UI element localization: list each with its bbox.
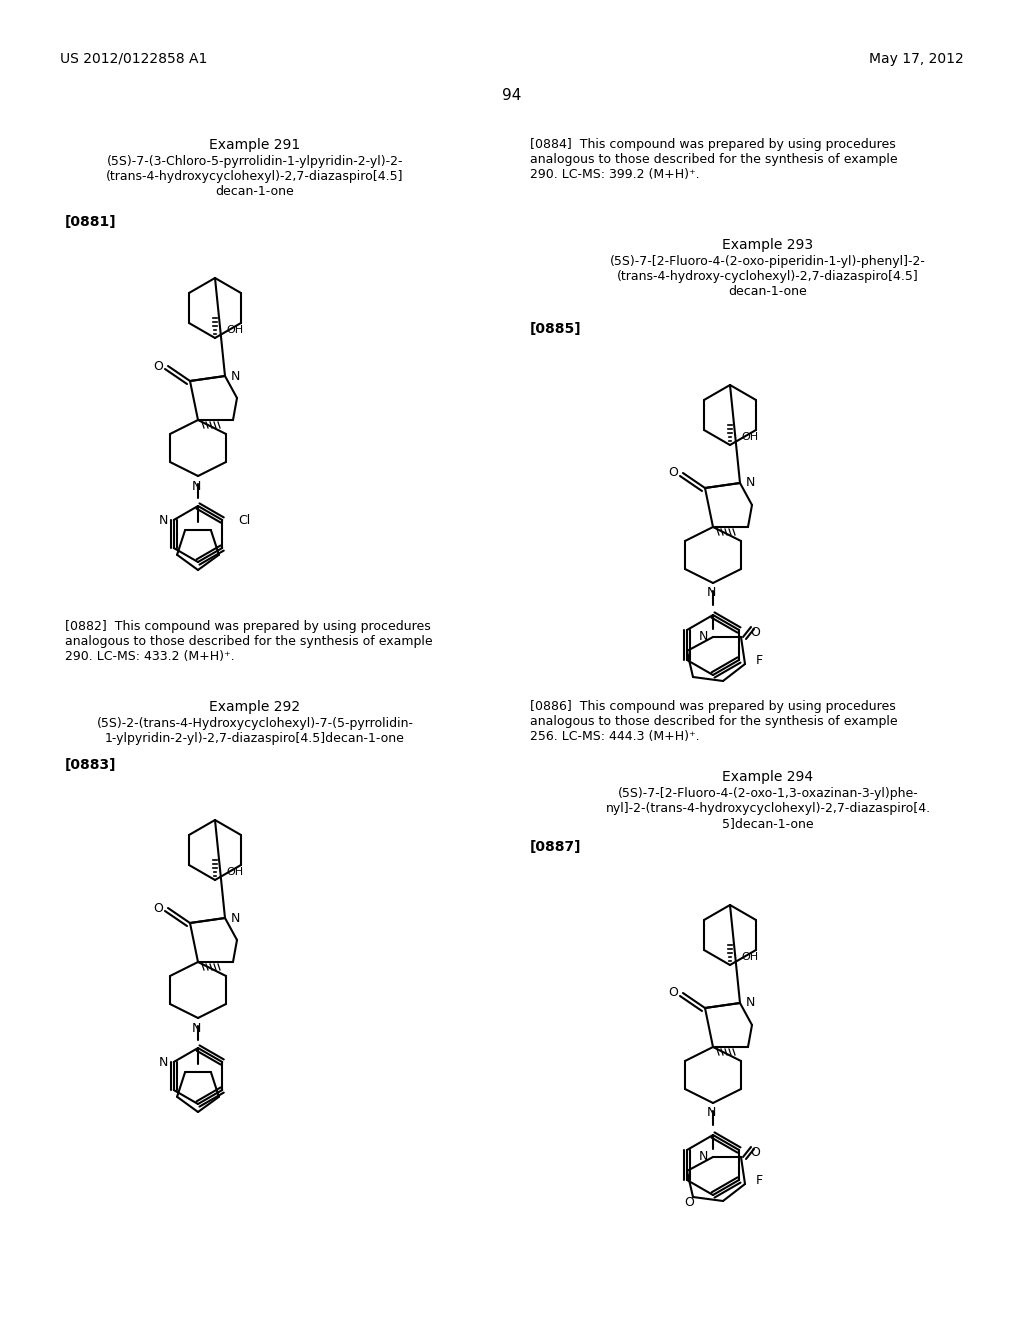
Text: N: N xyxy=(230,912,240,924)
Text: N: N xyxy=(230,370,240,383)
Text: May 17, 2012: May 17, 2012 xyxy=(869,51,964,66)
Text: O: O xyxy=(750,1147,760,1159)
Text: [0883]: [0883] xyxy=(65,758,117,772)
Text: O: O xyxy=(668,986,678,999)
Text: (5S)-7-[2-Fluoro-4-(2-oxo-1,3-oxazinan-3-yl)phe-
nyl]-2-(trans-4-hydroxycyclohex: (5S)-7-[2-Fluoro-4-(2-oxo-1,3-oxazinan-3… xyxy=(605,787,931,830)
Text: Example 294: Example 294 xyxy=(723,770,813,784)
Text: OH: OH xyxy=(226,325,244,335)
Text: O: O xyxy=(750,627,760,639)
Text: N: N xyxy=(707,1106,716,1119)
Text: F: F xyxy=(756,1173,763,1187)
Text: (5S)-2-(trans-4-Hydroxycyclohexyl)-7-(5-pyrrolidin-
1-ylpyridin-2-yl)-2,7-diazas: (5S)-2-(trans-4-Hydroxycyclohexyl)-7-(5-… xyxy=(96,717,414,744)
Text: OH: OH xyxy=(226,867,244,876)
Text: OH: OH xyxy=(741,432,759,442)
Text: N: N xyxy=(191,1022,201,1035)
Text: O: O xyxy=(668,466,678,479)
Text: F: F xyxy=(756,653,763,667)
Text: [0884]  This compound was prepared by using procedures
analogous to those descri: [0884] This compound was prepared by usi… xyxy=(530,139,898,181)
Text: N: N xyxy=(191,479,201,492)
Text: (5S)-7-[2-Fluoro-4-(2-oxo-piperidin-1-yl)-phenyl]-2-
(trans-4-hydroxy-cyclohexyl: (5S)-7-[2-Fluoro-4-(2-oxo-piperidin-1-yl… xyxy=(610,255,926,298)
Text: N: N xyxy=(698,631,708,644)
Text: [0882]  This compound was prepared by using procedures
analogous to those descri: [0882] This compound was prepared by usi… xyxy=(65,620,432,663)
Text: Cl: Cl xyxy=(239,513,251,527)
Text: OH: OH xyxy=(741,952,759,962)
Text: [0881]: [0881] xyxy=(65,215,117,228)
Text: N: N xyxy=(745,997,755,1010)
Text: N: N xyxy=(698,1151,708,1163)
Text: (5S)-7-(3-Chloro-5-pyrrolidin-1-ylpyridin-2-yl)-2-
(trans-4-hydroxycyclohexyl)-2: (5S)-7-(3-Chloro-5-pyrrolidin-1-ylpyridi… xyxy=(106,154,403,198)
Text: N: N xyxy=(159,513,168,527)
Text: N: N xyxy=(707,586,716,599)
Text: Example 292: Example 292 xyxy=(210,700,301,714)
Text: Example 291: Example 291 xyxy=(209,139,301,152)
Text: N: N xyxy=(745,477,755,490)
Text: [0885]: [0885] xyxy=(530,322,582,337)
Text: N: N xyxy=(159,1056,168,1068)
Text: O: O xyxy=(684,1196,694,1209)
Text: US 2012/0122858 A1: US 2012/0122858 A1 xyxy=(60,51,208,66)
Text: O: O xyxy=(153,359,163,372)
Text: 94: 94 xyxy=(503,88,521,103)
Text: [0886]  This compound was prepared by using procedures
analogous to those descri: [0886] This compound was prepared by usi… xyxy=(530,700,898,743)
Text: O: O xyxy=(153,902,163,915)
Text: [0887]: [0887] xyxy=(530,840,582,854)
Text: Example 293: Example 293 xyxy=(723,238,813,252)
